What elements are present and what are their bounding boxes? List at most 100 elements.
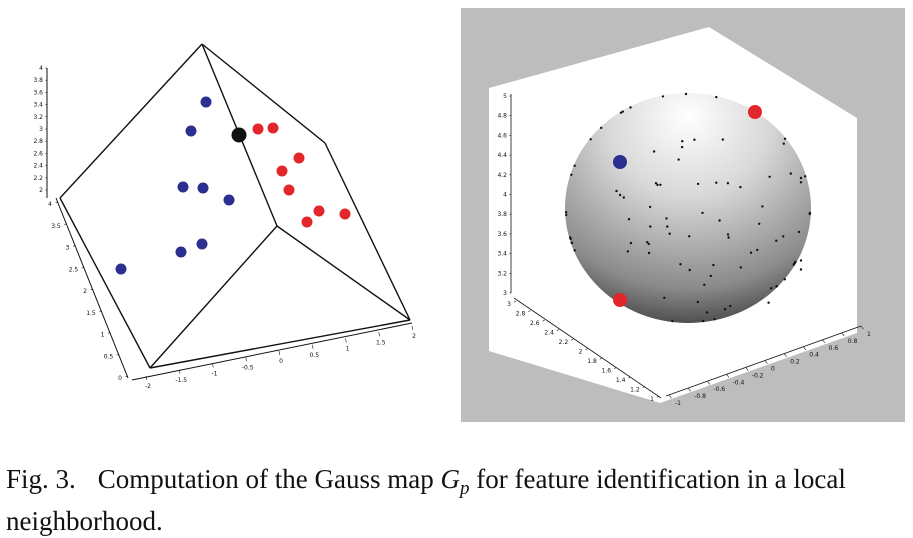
red-point xyxy=(276,165,288,177)
blue-point xyxy=(175,246,187,258)
right-plot-canvas: 5 4.8 4.6 4.4 4.2 4 3.8 3.6 3.4 3.2 3 3 2.8 2.6 2.4 2.… xyxy=(489,27,871,407)
edge-front-lower-right xyxy=(276,225,411,321)
normal-dot xyxy=(659,183,662,186)
normal-dot xyxy=(709,274,712,278)
axis-tick-label: 3 xyxy=(39,126,43,133)
normal-dot xyxy=(701,319,705,323)
axis-tick-label: 3.5 xyxy=(51,223,61,230)
normal-dot xyxy=(729,304,732,308)
blue-point xyxy=(223,194,235,206)
red-point xyxy=(283,184,295,196)
axis-tick-label: 3.6 xyxy=(33,89,43,96)
normal-dot xyxy=(726,233,730,236)
normal-dot xyxy=(782,235,785,238)
axis-tick-label: 4 xyxy=(39,65,43,72)
left-tetra-edges xyxy=(59,43,411,369)
gauss-sphere xyxy=(565,93,811,323)
axis-tick-mark xyxy=(599,357,602,360)
left-points xyxy=(115,96,351,275)
axis-tick-label: 1 xyxy=(867,331,871,338)
red-point xyxy=(293,152,305,164)
normal-dot xyxy=(573,164,576,167)
axis-tick-mark xyxy=(55,201,59,204)
normal-dot xyxy=(564,211,568,214)
normal-dot xyxy=(619,111,623,114)
caption-math-symbol: G xyxy=(440,464,461,494)
left-3d-plot: 4 3.8 3.6 3.4 3.2 3 2.8 2.6 2.4 2.2 2 4 3.5 3 2.5 2 1.5… xyxy=(20,30,440,430)
left-plot-canvas: 4 3.8 3.6 3.4 3.2 3 2.8 2.6 2.4 2.2 2 4 3.5 3 2.5 2 1.5… xyxy=(33,43,416,390)
axis-tick-label: 0.5 xyxy=(309,352,319,359)
axis-tick-label: 1.6 xyxy=(602,368,612,375)
axis-tick-mark xyxy=(613,367,617,369)
normal-dot xyxy=(756,248,759,252)
axis-tick-label: 2.8 xyxy=(516,311,526,318)
normal-dot xyxy=(666,225,669,228)
normal-dot xyxy=(654,182,658,185)
axis-tick-label: 1.4 xyxy=(616,377,626,384)
normal-dot xyxy=(621,110,624,113)
blue-point xyxy=(115,263,127,275)
axis-tick-label: 3.2 xyxy=(497,270,507,277)
normal-dot xyxy=(649,225,652,228)
black-query-point xyxy=(231,127,247,143)
axis-tick-label: 4 xyxy=(503,192,507,199)
blue-point xyxy=(200,96,212,108)
right-axes xyxy=(510,94,862,399)
axis-tick-mark xyxy=(513,300,517,303)
red-point xyxy=(267,122,279,134)
axis-tick-label: 2.4 xyxy=(544,330,554,337)
blue-point xyxy=(185,125,197,137)
normal-dot xyxy=(804,175,807,178)
normal-dot xyxy=(715,95,718,99)
left-vertical-ticks: 4 3.8 3.6 3.4 3.2 3 2.8 2.6 2.4 2.2 2 xyxy=(33,65,47,194)
axis-tick-label: 3.8 xyxy=(497,211,507,218)
normal-dot xyxy=(739,185,742,189)
normal-dot xyxy=(681,140,684,143)
axis-tick-mark xyxy=(116,353,120,356)
normal-dot xyxy=(712,263,715,267)
left-depth-ticks: 4 3.5 3 2.5 2 1.5 1 0.5 0 xyxy=(48,201,129,382)
normal-dot xyxy=(705,311,709,314)
normal-dot xyxy=(570,173,573,176)
axis-tick-mark xyxy=(73,245,76,247)
axis-tick-label: 4.2 xyxy=(497,172,507,179)
normal-dot xyxy=(799,268,803,271)
normal-dot xyxy=(789,172,792,175)
axis-tick-label: 4.8 xyxy=(497,113,507,120)
normal-dot xyxy=(783,137,787,140)
axis-tick-mark xyxy=(707,381,711,385)
axis-tick-mark xyxy=(726,374,730,378)
axis-tick-mark xyxy=(378,332,380,337)
axis-tick-label: 2.5 xyxy=(69,266,79,273)
normal-dot xyxy=(589,138,592,141)
normal-dot xyxy=(629,241,633,245)
axis-tick-label: 3 xyxy=(66,245,70,252)
axis-tick-label: 1.8 xyxy=(587,358,597,365)
normal-dot xyxy=(727,236,730,239)
axis-tick-mark xyxy=(278,350,281,356)
normal-dot xyxy=(629,106,632,109)
normal-dot xyxy=(767,301,770,304)
normal-dot xyxy=(668,232,671,235)
axis-tick-mark xyxy=(411,325,414,331)
normal-dot xyxy=(573,249,576,252)
axis-tick-label: 3.6 xyxy=(497,231,507,238)
axis-tick-label: 3.4 xyxy=(33,102,43,109)
caption-text-after: for feature identification in a local ne… xyxy=(6,464,846,536)
normal-dot xyxy=(627,218,631,221)
axis-tick-label: 2 xyxy=(39,187,43,194)
axis-tick-label: 1.5 xyxy=(86,310,96,317)
axis-tick-mark xyxy=(642,386,645,388)
axis-tick-mark xyxy=(245,357,247,362)
normal-dot xyxy=(688,268,691,272)
edge-front-lower-left xyxy=(149,225,278,369)
axis-tick-label: -2 xyxy=(145,383,151,390)
normal-dot xyxy=(696,300,699,304)
normal-dot xyxy=(618,193,622,197)
normal-dot xyxy=(647,251,651,255)
caption-text-before: Computation of the Gauss map xyxy=(97,464,441,494)
left-depth-axis xyxy=(55,197,129,379)
left-bottom-axis xyxy=(131,322,413,381)
axis-tick-label: 2.2 xyxy=(33,175,43,182)
axis-tick-mark xyxy=(528,310,531,312)
